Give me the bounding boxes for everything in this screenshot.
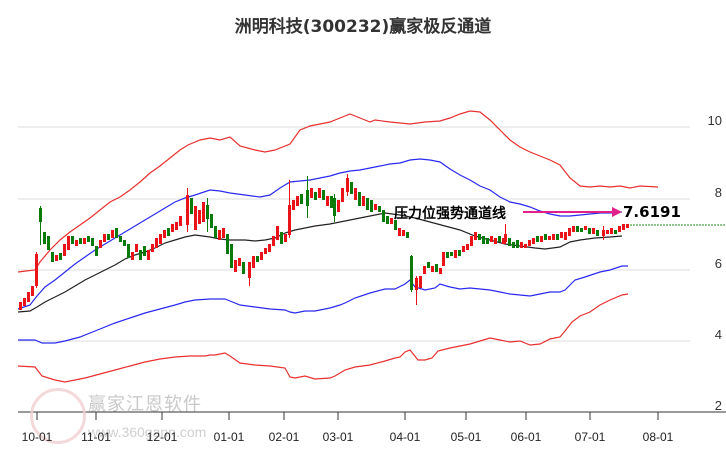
y-tick-6: 6 [714,256,722,271]
x-tick-11-01: 11-01 [81,430,111,444]
watermark-url: www.360gann.com [88,424,207,440]
x-tick-10-01: 10-01 [21,430,53,444]
x-tick-12-01: 12-01 [146,430,178,444]
x-tick-03-01: 03-01 [322,430,354,444]
pressure-arrow [523,207,622,217]
y-tick-8: 8 [714,185,722,200]
x-tick-07-01: 07-01 [574,430,606,444]
chart-title: 洲明科技(300232)赢家极反通道 [234,17,492,37]
x-tick-05-01: 05-01 [450,430,482,444]
watermark-seal-icon [30,388,86,444]
x-axis-ticks [36,412,659,420]
y-tick-2: 2 [714,398,722,413]
upper-inner-channel [17,158,623,310]
y-tick-4: 4 [714,327,722,342]
x-tick-04-01: 04-01 [389,430,421,444]
upper-outer-channel [17,110,659,273]
mid-line [17,212,623,313]
x-tick-08-01: 08-01 [642,430,674,444]
x-tick-01-01: 01-01 [213,430,245,444]
lower-outer-channel [17,293,629,383]
x-tick-06-01: 06-01 [510,430,542,444]
pressure-line-label: 压力位强势通道线 [394,206,506,222]
candlesticks [19,174,629,310]
x-tick-02-01: 02-01 [268,430,300,444]
lower-inner-channel [18,265,628,344]
pressure-line-value: 7.6191 [623,203,681,221]
y-tick-10: 10 [707,113,722,128]
watermark-text: 赢家江恩软件 [88,394,202,415]
